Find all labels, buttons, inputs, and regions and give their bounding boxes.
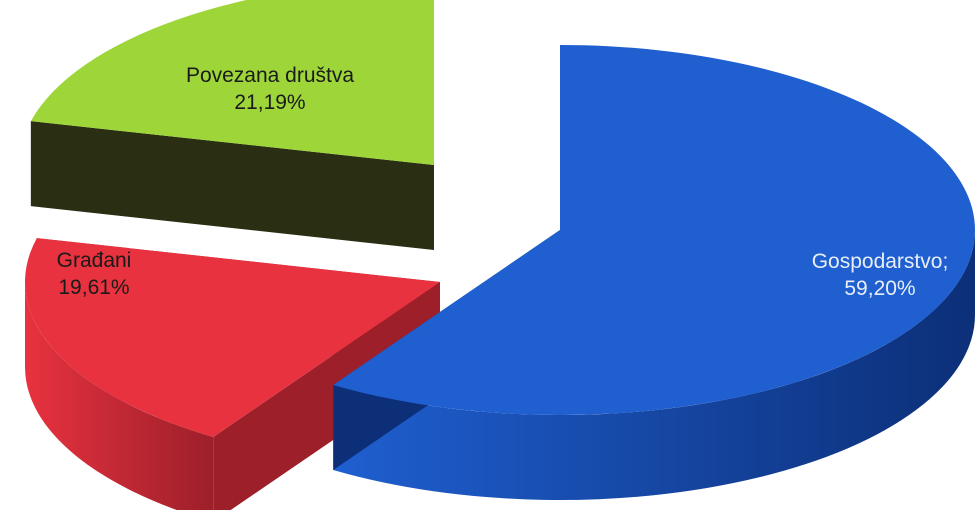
value-label-gospodarstvo: 59,20%: [844, 277, 915, 300]
category-label-povezana-drus-tva: Povezana društva: [186, 64, 354, 87]
pie-slice-top-gra-ani: [24, 238, 440, 437]
category-label-gra-ani: Građani: [57, 249, 132, 272]
pie-slice-povezana-drus-tva: [30, 0, 435, 250]
pie-slice-cut-povezana-drus-tva-0: [30, 121, 435, 250]
pie-slice-gra-ani: [24, 238, 440, 510]
data-label-gra-ani: Građani 19,61%: [57, 249, 132, 299]
pie-slice-side-gra-ani: [25, 282, 214, 510]
pie-slice-top-gospodarstvo: [333, 45, 975, 415]
value-label-povezana-drus-tva: 21,19%: [234, 91, 305, 114]
data-label-gospodarstvo: Gospodarstvo; 59,20%: [812, 250, 949, 300]
pie-slice-top-povezana-drus-tva: [30, 0, 434, 165]
value-label-gra-ani: 19,61%: [58, 276, 129, 299]
category-label-gospodarstvo: Gospodarstvo;: [812, 250, 949, 273]
data-label-povezana-drus-tva: Povezana društva 21,19%: [186, 64, 354, 114]
pie-slice-gospodarstvo: [333, 45, 975, 500]
pie-slice-side-gospodarstvo: [333, 230, 975, 500]
